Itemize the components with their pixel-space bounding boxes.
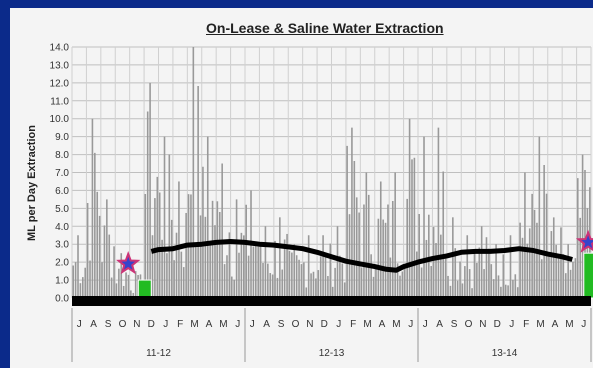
y-tick-label: 8.0: [55, 150, 69, 161]
y-tick-label: 5.0: [55, 204, 69, 215]
month-label: J: [581, 319, 586, 330]
average-line: [150, 239, 573, 273]
month-label: O: [465, 319, 473, 330]
month-label: J: [235, 319, 240, 330]
month-label: M: [392, 319, 400, 330]
y-tick-label: 11.0: [50, 96, 69, 107]
month-label: M: [219, 319, 227, 330]
month-label: D: [148, 319, 155, 330]
month-label: J: [250, 319, 255, 330]
baseline-band: [72, 296, 591, 306]
month-label: S: [278, 319, 285, 330]
star-marker: [115, 251, 141, 275]
chart-title: On-Lease & Saline Water Extraction: [206, 20, 444, 36]
month-label: M: [565, 319, 573, 330]
month-label: O: [119, 319, 127, 330]
month-label: A: [263, 319, 270, 330]
highlight-bar: [137, 279, 152, 299]
year-label: 12-13: [319, 348, 345, 359]
y-tick-label: 2.0: [55, 258, 69, 269]
y-tick-label: 13.0: [50, 60, 70, 71]
month-label: F: [177, 319, 183, 330]
month-label: S: [105, 319, 112, 330]
month-label: S: [451, 319, 458, 330]
month-label: N: [306, 319, 313, 330]
month-label: J: [77, 319, 82, 330]
month-label: A: [436, 319, 443, 330]
month-label: M: [363, 319, 371, 330]
y-tick-label: 12.0: [50, 78, 70, 89]
y-tick-label: 1.0: [55, 276, 69, 287]
month-label: F: [350, 319, 356, 330]
y-tick-label: 3.0: [55, 240, 69, 251]
month-label: A: [379, 319, 386, 330]
month-label: N: [133, 319, 140, 330]
year-label: 11-12: [146, 348, 171, 359]
month-label: N: [479, 319, 486, 330]
month-label: J: [336, 319, 341, 330]
month-label: D: [494, 319, 501, 330]
y-tick-label: 6.0: [55, 186, 69, 197]
month-label: J: [423, 319, 428, 330]
highlight-bar: [583, 252, 593, 299]
y-tick-label: 14.0: [50, 43, 70, 54]
month-label: M: [536, 319, 544, 330]
month-label: A: [552, 319, 559, 330]
month-label: A: [90, 319, 97, 330]
y-tick-label: 0.0: [55, 294, 69, 305]
month-label: J: [408, 319, 413, 330]
star-marker: [575, 229, 593, 253]
month-label: D: [321, 319, 328, 330]
y-tick-label: 9.0: [55, 132, 69, 143]
month-label: F: [523, 319, 529, 330]
year-label: 13-14: [492, 348, 518, 359]
month-label: J: [509, 319, 514, 330]
month-label: M: [190, 319, 198, 330]
month-label: O: [292, 319, 300, 330]
y-tick-label: 10.0: [50, 114, 70, 125]
month-label: A: [206, 319, 213, 330]
y-tick-label: 7.0: [55, 168, 69, 179]
chart-panel: On-Lease & Saline Water Extraction ML pe…: [10, 8, 593, 368]
y-tick-label: 4.0: [55, 222, 69, 233]
month-label: J: [163, 319, 168, 330]
